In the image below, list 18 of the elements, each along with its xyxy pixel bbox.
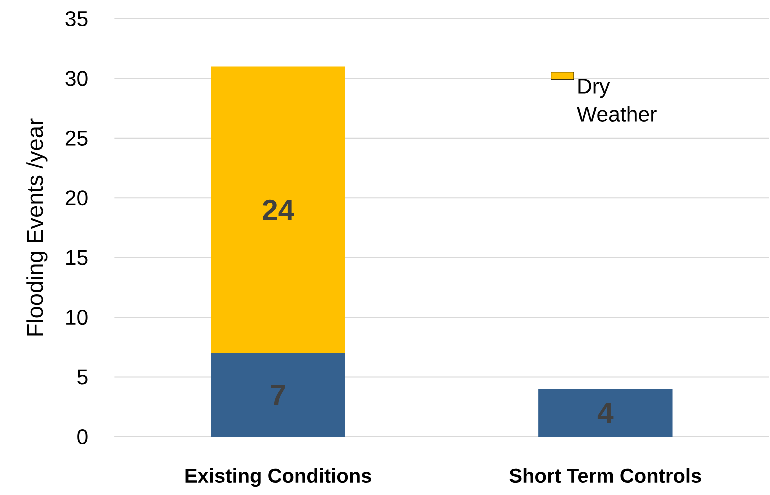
y-tick-label: 5	[78, 370, 88, 385]
bar	[211, 353, 346, 437]
y-tick-label: 30	[66, 71, 88, 86]
data-label: 7	[271, 385, 286, 406]
y-tick-label: 20	[66, 190, 88, 206]
x-tick-label: Existing Conditions	[186, 468, 372, 488]
bar	[211, 66, 346, 354]
bar	[538, 389, 673, 437]
y-axis-title: Flooding Events /year	[26, 118, 48, 336]
x-tick-label: Short Term Controls	[510, 468, 702, 484]
data-label: 4	[598, 403, 614, 424]
y-tick-label: 15	[66, 250, 88, 266]
y-tick-label: 10	[66, 310, 88, 326]
y-tick-label: 35	[66, 11, 88, 27]
data-label: 24	[263, 200, 294, 220]
y-tick-label: 25	[66, 130, 88, 146]
y-tick-label: 0	[78, 429, 88, 445]
legend-label: Dry Weather	[577, 79, 657, 122]
